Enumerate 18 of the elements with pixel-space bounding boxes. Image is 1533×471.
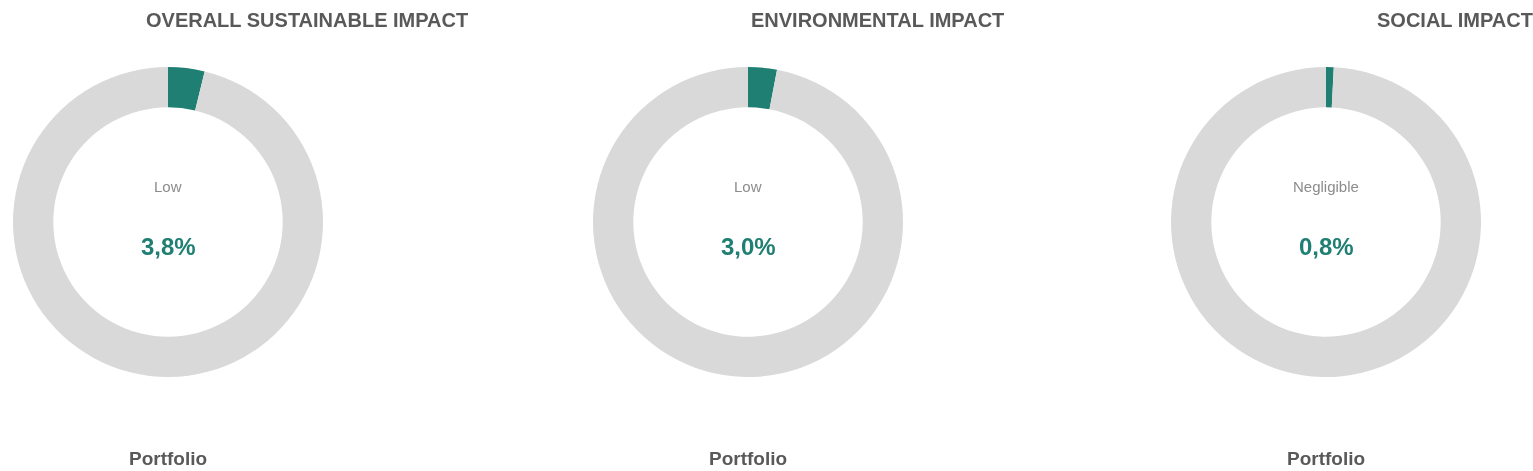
text: Low — [734, 178, 762, 195]
text: 3,0% — [721, 233, 776, 260]
text: Low — [154, 178, 182, 195]
text: Portfolio — [129, 448, 208, 469]
text: Negligible — [1293, 178, 1359, 195]
donut-slice — [13, 67, 323, 377]
chart-title: SOCIAL IMPACT — [1377, 9, 1533, 31]
donut-slice — [593, 67, 903, 377]
donut-slice — [1326, 67, 1334, 108]
text: 3,8% — [141, 233, 196, 260]
donut-slice — [1171, 67, 1481, 377]
text: 0,8% — [1299, 233, 1354, 260]
text: Portfolio — [1287, 448, 1366, 469]
chart-title: OVERALL SUSTAINABLE IMPACT — [146, 9, 469, 31]
donut-slice — [748, 67, 778, 110]
chart-title: ENVIRONMENTAL IMPACT — [751, 9, 1005, 31]
text: Portfolio — [709, 448, 788, 469]
donut-slice — [168, 67, 205, 111]
